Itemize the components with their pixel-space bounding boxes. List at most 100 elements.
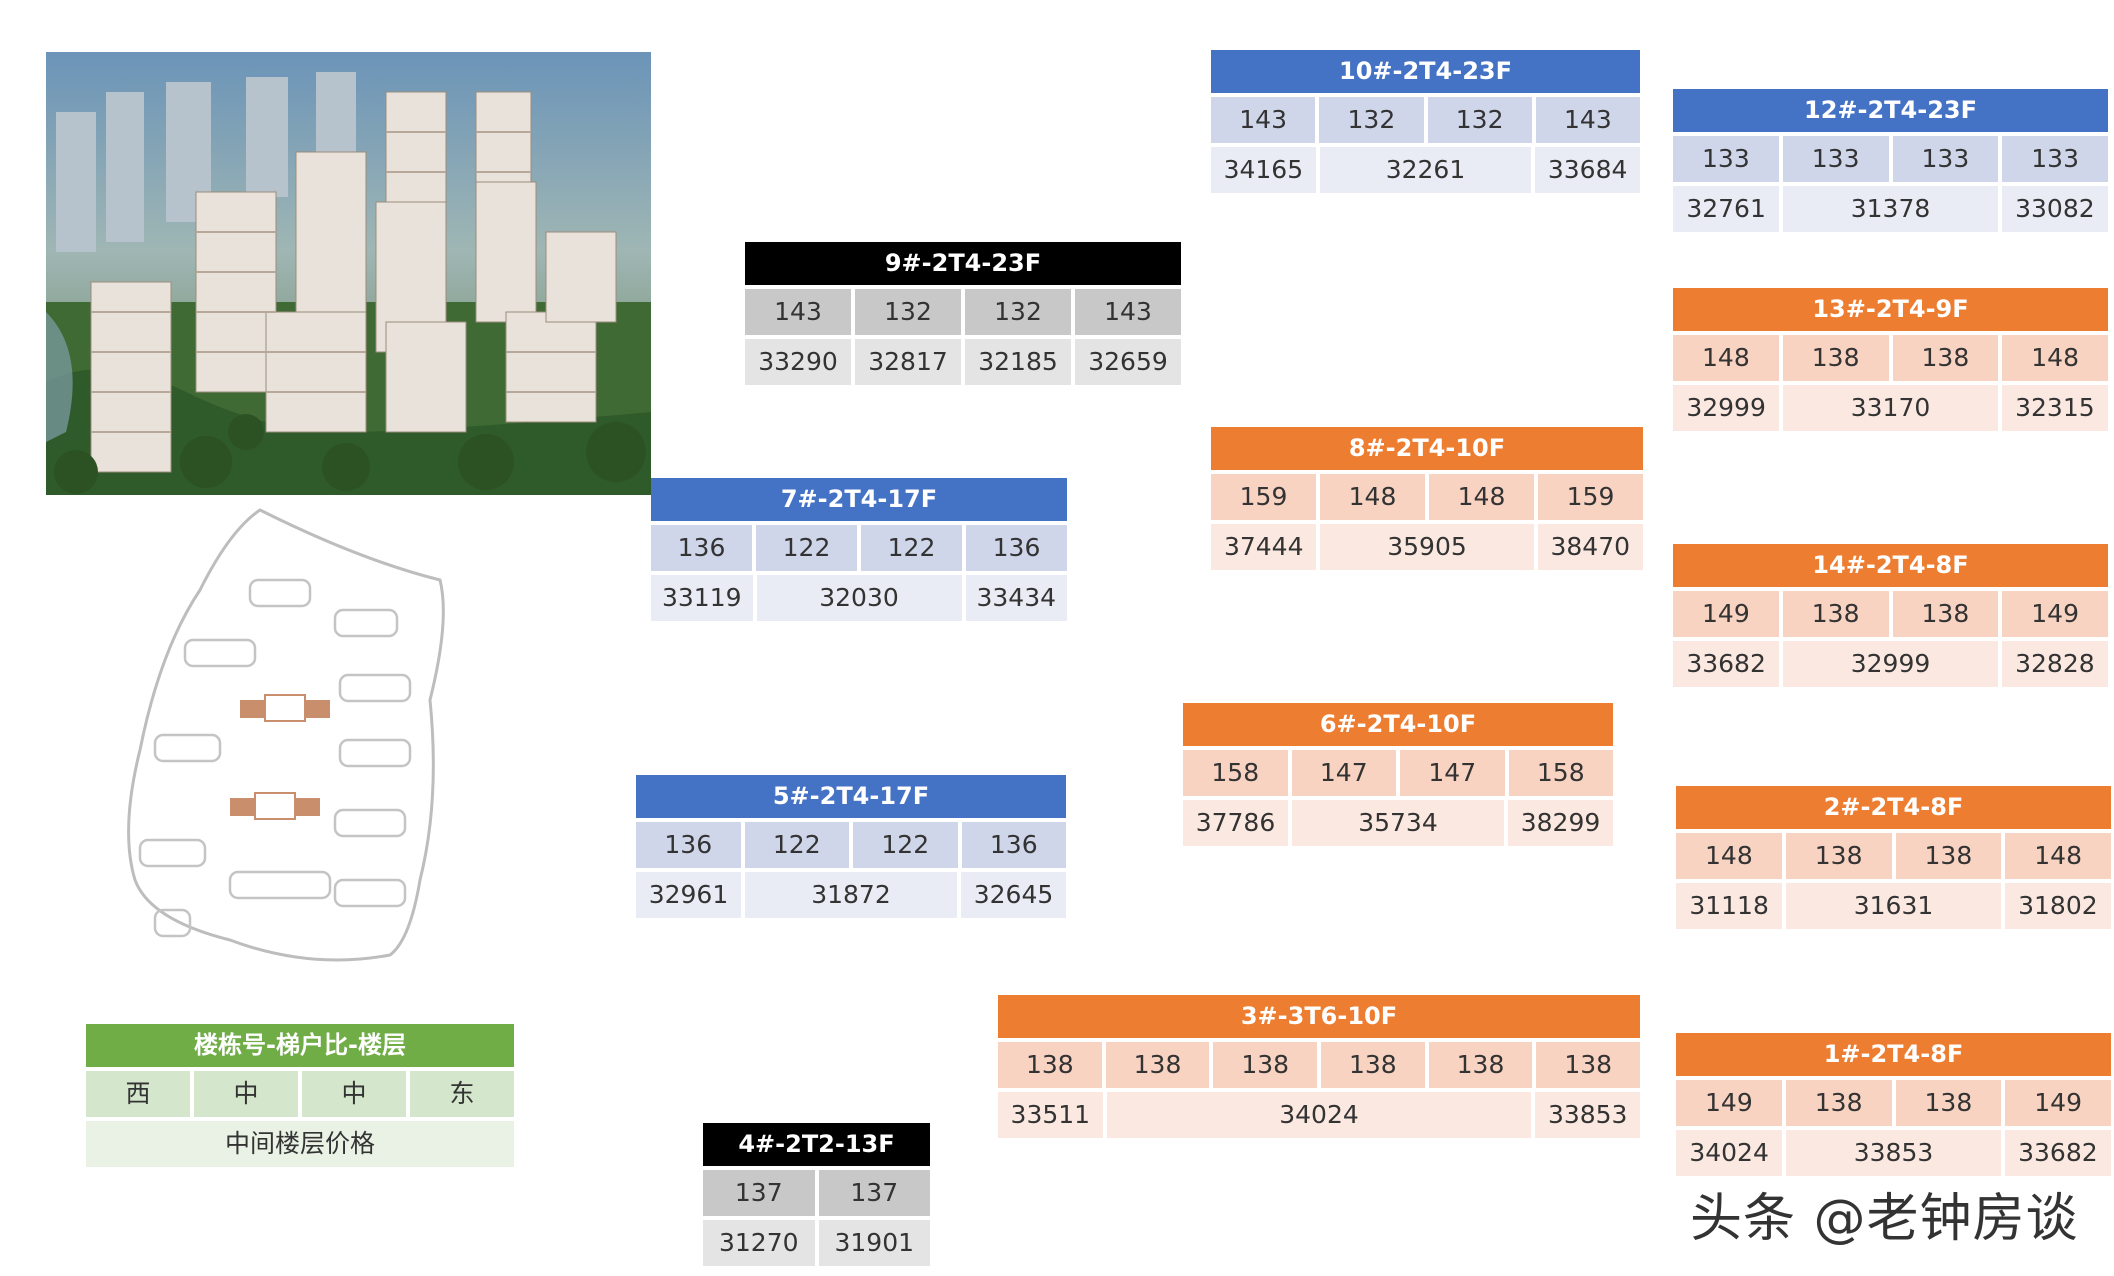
legend-col: 东 bbox=[410, 1071, 514, 1117]
price-cell: 33682 bbox=[2004, 1130, 2111, 1176]
unit-area-row: 148 138 138 148 bbox=[1673, 335, 2108, 381]
area-cell: 133 bbox=[1673, 136, 1779, 182]
area-cell: 138 bbox=[1895, 1080, 2002, 1126]
legend-title: 楼栋号-梯户比-楼层 bbox=[86, 1024, 514, 1067]
area-cell: 136 bbox=[651, 525, 752, 571]
building-title: 9#-2T4-23F bbox=[745, 242, 1181, 285]
building-10-table: 10#-2T4-23F 143 132 132 143 34165 32261 … bbox=[1211, 50, 1640, 193]
building-title: 5#-2T4-17F bbox=[636, 775, 1066, 818]
area-cell: 122 bbox=[756, 525, 857, 571]
area-cell: 138 bbox=[1785, 833, 1892, 879]
area-cell: 133 bbox=[2002, 136, 2108, 182]
area-cell: 159 bbox=[1538, 474, 1643, 520]
building-8-table: 8#-2T4-10F 159 148 148 159 37444 35905 3… bbox=[1211, 427, 1643, 570]
legend-table: 楼栋号-梯户比-楼层 西 中 中 东 中间楼层价格 bbox=[86, 1024, 514, 1167]
building-title: 6#-2T4-10F bbox=[1183, 703, 1613, 746]
unit-area-row: 159 148 148 159 bbox=[1211, 474, 1643, 520]
price-cell: 33853 bbox=[1786, 1130, 2001, 1176]
unit-area-row: 136 122 122 136 bbox=[651, 525, 1067, 571]
unit-area-row: 148 138 138 148 bbox=[1676, 833, 2111, 879]
price-cell: 31872 bbox=[744, 872, 958, 918]
building-5-table: 5#-2T4-17F 136 122 122 136 32961 31872 3… bbox=[636, 775, 1066, 918]
unit-area-row: 138 138 138 138 138 138 bbox=[998, 1042, 1641, 1088]
price-cell: 38299 bbox=[1508, 800, 1613, 846]
price-row: 34165 32261 33684 bbox=[1211, 147, 1640, 193]
price-cell: 35905 bbox=[1320, 524, 1534, 570]
building-title: 4#-2T2-13F bbox=[703, 1123, 930, 1166]
area-cell: 143 bbox=[1535, 97, 1640, 143]
price-cell: 33682 bbox=[1673, 641, 1780, 687]
price-cell: 33684 bbox=[1535, 147, 1640, 193]
building-1-table: 1#-2T4-8F 149 138 138 149 34024 33853 33… bbox=[1676, 1033, 2111, 1176]
area-cell: 147 bbox=[1400, 750, 1505, 796]
area-cell: 148 bbox=[1320, 474, 1425, 520]
building-title: 13#-2T4-9F bbox=[1673, 288, 2108, 331]
building-title: 14#-2T4-8F bbox=[1673, 544, 2108, 587]
area-cell: 148 bbox=[1429, 474, 1534, 520]
price-cell: 34165 bbox=[1211, 147, 1316, 193]
building-title: 10#-2T4-23F bbox=[1211, 50, 1640, 93]
price-cell: 34024 bbox=[1106, 1092, 1532, 1138]
price-row: 32761 31378 33082 bbox=[1673, 186, 2108, 232]
area-cell: 132 bbox=[1319, 97, 1424, 143]
building-14-table: 14#-2T4-8F 149 138 138 149 33682 32999 3… bbox=[1673, 544, 2108, 687]
area-cell: 158 bbox=[1183, 750, 1288, 796]
area-cell: 149 bbox=[1676, 1080, 1782, 1126]
area-cell: 138 bbox=[998, 1042, 1102, 1088]
watermark: 头条 @老钟房谈 bbox=[1690, 1189, 2079, 1249]
building-title: 12#-2T4-23F bbox=[1673, 89, 2108, 132]
area-cell: 148 bbox=[1676, 833, 1782, 879]
price-cell: 31118 bbox=[1676, 883, 1783, 929]
area-cell: 132 bbox=[855, 289, 961, 335]
area-cell: 132 bbox=[965, 289, 1071, 335]
price-cell: 31378 bbox=[1783, 186, 1998, 232]
area-cell: 138 bbox=[1782, 335, 1889, 381]
area-cell: 148 bbox=[2005, 833, 2111, 879]
area-cell: 122 bbox=[744, 822, 849, 868]
unit-area-row: 136 122 122 136 bbox=[636, 822, 1066, 868]
price-cell: 32817 bbox=[855, 339, 961, 385]
price-cell: 32030 bbox=[756, 575, 962, 621]
price-cell: 33290 bbox=[745, 339, 851, 385]
area-cell: 159 bbox=[1211, 474, 1316, 520]
area-cell: 138 bbox=[1782, 591, 1889, 637]
area-cell: 143 bbox=[1211, 97, 1316, 143]
price-cell: 35734 bbox=[1291, 800, 1505, 846]
price-row: 37444 35905 38470 bbox=[1211, 524, 1643, 570]
legend-col: 中 bbox=[194, 1071, 298, 1117]
area-cell: 138 bbox=[1895, 833, 2002, 879]
building-title: 2#-2T4-8F bbox=[1676, 786, 2111, 829]
area-cell: 138 bbox=[1321, 1042, 1425, 1088]
unit-area-row: 149 138 138 149 bbox=[1676, 1080, 2111, 1126]
building-title: 3#-3T6-10F bbox=[998, 995, 1640, 1038]
price-cell: 31802 bbox=[2004, 883, 2111, 929]
price-cell: 33082 bbox=[2001, 186, 2108, 232]
price-cell: 34024 bbox=[1676, 1130, 1783, 1176]
building-13-table: 13#-2T4-9F 148 138 138 148 32999 33170 3… bbox=[1673, 288, 2108, 431]
price-row: 33682 32999 32828 bbox=[1673, 641, 2108, 687]
building-title: 1#-2T4-8F bbox=[1676, 1033, 2111, 1076]
price-cell: 38470 bbox=[1537, 524, 1643, 570]
price-cell: 31901 bbox=[818, 1220, 930, 1266]
area-cell: 149 bbox=[2002, 591, 2108, 637]
area-cell: 149 bbox=[1673, 591, 1779, 637]
price-row: 32961 31872 32645 bbox=[636, 872, 1066, 918]
legend-columns-row: 西 中 中 东 bbox=[86, 1071, 514, 1117]
area-cell: 158 bbox=[1508, 750, 1613, 796]
price-cell: 33434 bbox=[965, 575, 1068, 621]
area-cell: 138 bbox=[1428, 1042, 1533, 1088]
area-cell: 149 bbox=[2005, 1080, 2111, 1126]
legend-note: 中间楼层价格 bbox=[86, 1121, 514, 1167]
area-cell: 148 bbox=[2002, 335, 2108, 381]
building-9-table: 9#-2T4-23F 143 132 132 143 33290 32817 3… bbox=[745, 242, 1181, 385]
area-cell: 136 bbox=[636, 822, 741, 868]
building-2-table: 2#-2T4-8F 148 138 138 148 31118 31631 31… bbox=[1676, 786, 2111, 929]
area-cell: 122 bbox=[861, 525, 962, 571]
price-cell: 33511 bbox=[998, 1092, 1103, 1138]
site-plan-diagram bbox=[110, 500, 460, 978]
price-row: 31118 31631 31802 bbox=[1676, 883, 2111, 929]
price-cell: 33170 bbox=[1783, 385, 1998, 431]
unit-area-row: 143 132 132 143 bbox=[1211, 97, 1640, 143]
area-cell: 136 bbox=[961, 822, 1066, 868]
area-cell: 133 bbox=[1782, 136, 1889, 182]
